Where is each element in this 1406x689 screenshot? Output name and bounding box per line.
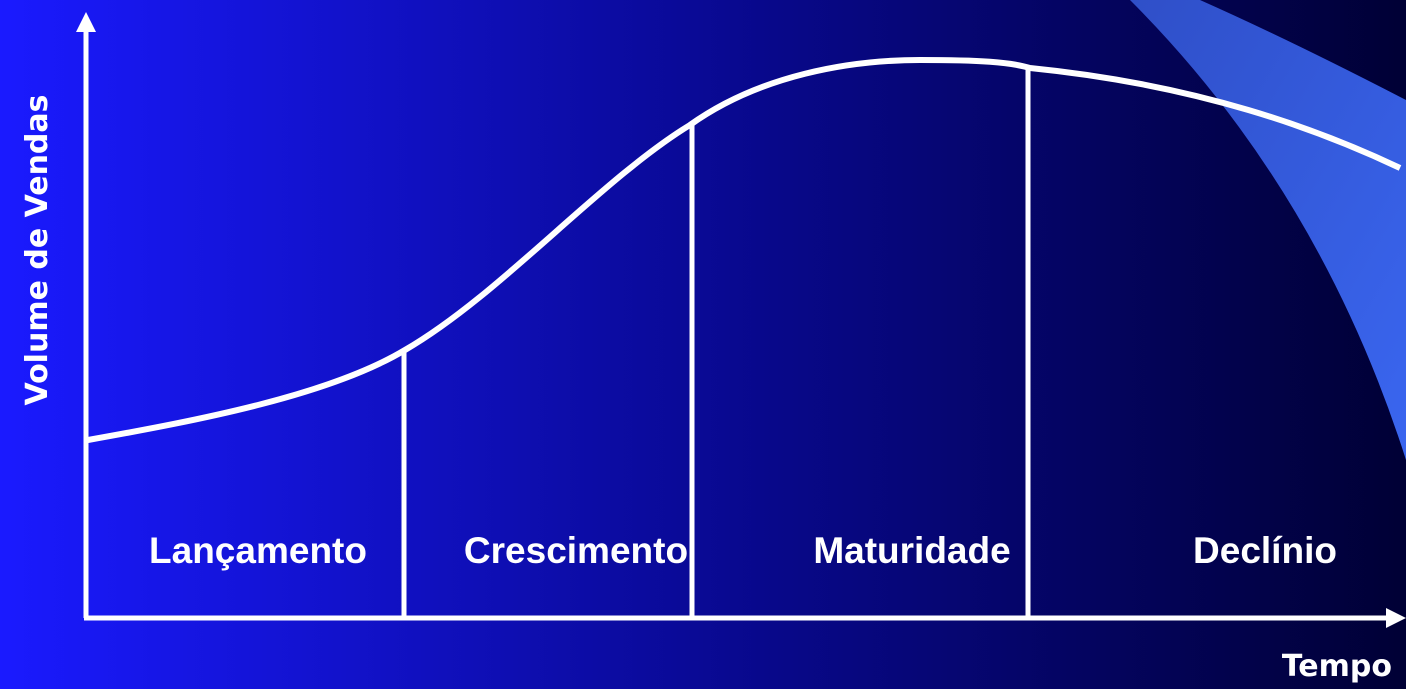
- decorative-swoosh: [1130, 0, 1406, 460]
- life-cycle-curve: [87, 56, 1402, 443]
- y-axis-label: Volume de Vendas: [20, 94, 55, 405]
- stage-label: Maturidade: [813, 530, 1010, 571]
- stage-label: Declínio: [1193, 530, 1337, 571]
- stage-label: Crescimento: [464, 530, 688, 571]
- stage-label: Lançamento: [149, 530, 367, 571]
- x-axis-label: Tempo: [1282, 649, 1392, 684]
